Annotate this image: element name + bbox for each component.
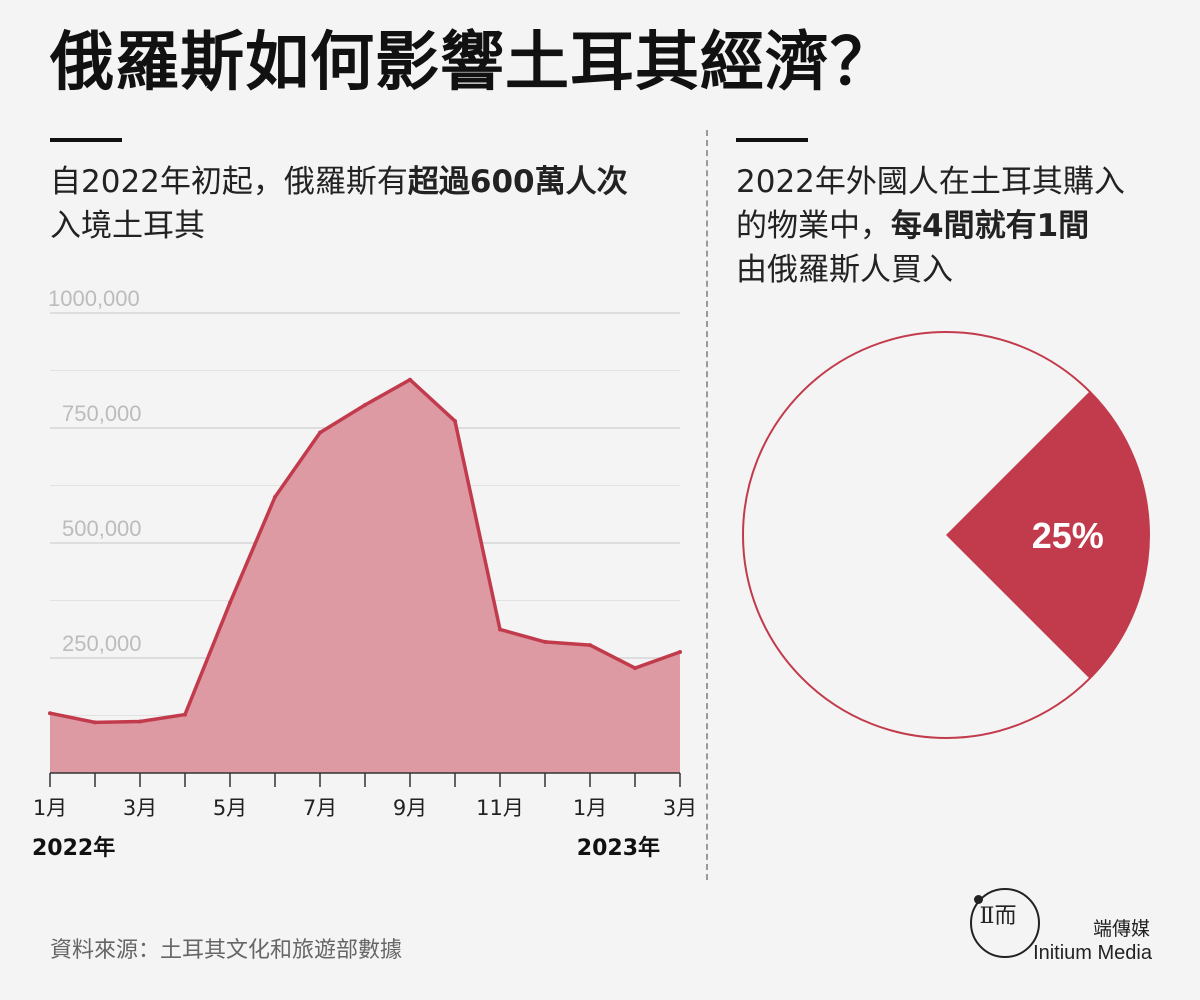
- brand-logo-dot: [974, 895, 983, 904]
- data-point: [453, 419, 457, 424]
- x-tick-label: 3月: [663, 796, 697, 820]
- y-tick-label: 250,000: [62, 631, 142, 656]
- right-subtitle-highlight: 每4間就有1間: [891, 208, 1090, 244]
- pie-slice-label: 25%: [1032, 515, 1104, 556]
- data-point: [318, 430, 322, 435]
- brand-logo-glyph: Ⅱ而: [979, 904, 1017, 929]
- data-point: [138, 719, 142, 724]
- data-point: [678, 650, 682, 655]
- data-point: [48, 711, 52, 716]
- right-subtitle: 2022年外國人在土耳其購入 的物業中，每4間就有1間 由俄羅斯人買入: [736, 160, 1176, 292]
- year-label: 2023年: [577, 835, 660, 861]
- pie-slice-highlight: [946, 391, 1149, 679]
- x-tick-label: 1月: [573, 796, 607, 820]
- brand-name-chinese: 端傳媒: [1092, 918, 1150, 940]
- brand-name-english: Initium Media: [1033, 942, 1152, 964]
- data-point: [273, 495, 277, 499]
- data-point: [183, 712, 187, 717]
- x-tick-label: 9月: [393, 796, 427, 820]
- year-label: 2022年: [32, 835, 115, 861]
- source-note: 資料來源：土耳其文化和旅遊部數據: [50, 938, 403, 963]
- y-tick-label: 1000,000: [48, 286, 140, 311]
- data-point: [228, 600, 232, 605]
- left-accent-rule: [50, 138, 122, 142]
- brand-logo-circle: [970, 888, 1040, 958]
- data-point: [363, 403, 367, 407]
- data-point: [93, 720, 97, 725]
- panel-divider: [706, 130, 708, 880]
- visitors-area-chart: 250,000 500,000 750,000 1000,000 1月 3月 5月 7月 9月 1…: [32, 286, 697, 861]
- right-subtitle-text-3: 由俄羅斯人買入: [736, 252, 953, 288]
- y-tick-label: 750,000: [62, 401, 142, 426]
- page-title: 俄羅斯如何影響土耳其經濟？: [50, 26, 895, 100]
- x-tick-label: 11月: [476, 796, 524, 820]
- right-accent-rule: [736, 138, 808, 142]
- left-subtitle-text-1: 自2022年初起，俄羅斯有: [50, 164, 408, 200]
- data-point: [633, 666, 637, 671]
- x-tick-label: 7月: [303, 796, 337, 820]
- data-point: [543, 639, 547, 644]
- left-subtitle-text-2: 入境土耳其: [50, 208, 205, 244]
- x-tick-label: 3月: [123, 796, 157, 820]
- x-tick-label: 5月: [213, 796, 247, 820]
- left-subtitle-highlight: 超過600萬人次: [407, 164, 628, 200]
- data-point: [408, 377, 412, 382]
- property-share-pie-chart: 25%: [742, 331, 1150, 739]
- data-point: [588, 643, 592, 648]
- right-subtitle-text-2: 的物業中，: [736, 208, 891, 244]
- y-tick-label: 500,000: [62, 516, 142, 541]
- x-tick-label: 1月: [33, 796, 67, 820]
- area-fill: [50, 379, 680, 773]
- right-subtitle-text-1: 2022年外國人在土耳其購入: [736, 164, 1125, 200]
- data-point: [498, 627, 502, 632]
- left-subtitle: 自2022年初起，俄羅斯有超過600萬人次 入境土耳其: [50, 160, 700, 248]
